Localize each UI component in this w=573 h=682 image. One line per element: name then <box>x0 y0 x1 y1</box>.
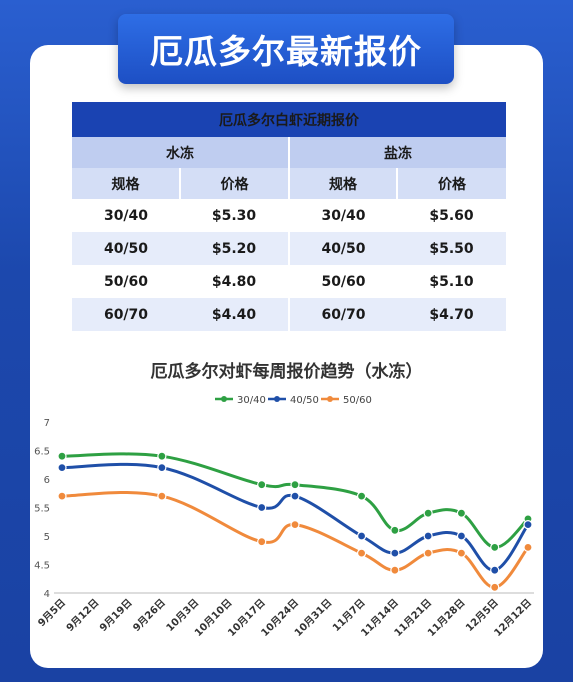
column-header-spec: 规格 <box>72 168 180 199</box>
table-cell: $4.80 <box>211 273 257 290</box>
data-point <box>490 542 500 552</box>
legend-label: 30/40 <box>237 395 266 406</box>
data-point <box>257 502 267 513</box>
data-point <box>490 565 500 575</box>
y-tick-label: 6.5 <box>34 447 50 458</box>
data-point <box>523 520 533 530</box>
data-point <box>456 548 467 558</box>
series-line <box>60 490 530 589</box>
table-cell: 60/70 <box>72 298 180 331</box>
table-cell: 60/70 <box>288 298 397 331</box>
table-cell: 30/40 <box>103 207 149 224</box>
legend-marker <box>274 396 280 402</box>
data-point <box>290 480 300 490</box>
table-cell: 30/40 <box>288 199 397 232</box>
y-tick-label: 4 <box>44 589 50 600</box>
table-row: 40/50 $5.20 40/50 $5.50 <box>72 232 506 265</box>
data-point <box>423 508 433 518</box>
data-point <box>157 451 167 461</box>
table-cell: 40/50 <box>72 232 180 265</box>
data-point <box>356 531 367 541</box>
data-point <box>390 525 400 535</box>
data-point <box>390 565 400 575</box>
data-point <box>356 491 367 501</box>
chart-title: 厄瓜多尔对虾每周报价趋势（水冻） <box>150 362 423 382</box>
table-cell: $4.40 <box>180 298 289 331</box>
price-trend-chart: 44.555.566.579月5日9月12日9月19日9月26日10月3日10月… <box>34 395 534 639</box>
data-point <box>356 548 367 558</box>
x-tick-label: 9月12日 <box>64 597 101 634</box>
table-cell: $5.20 <box>180 232 289 265</box>
table-row: 60/70 $4.40 60/70 $4.70 <box>72 298 506 331</box>
x-tick-label: 9月5日 <box>36 597 68 629</box>
data-point <box>57 491 67 501</box>
table-cell: 50/60 <box>103 273 149 290</box>
column-header-price: 价格 <box>396 168 506 199</box>
data-point <box>157 491 167 501</box>
y-tick-label: 5.5 <box>34 504 50 515</box>
data-point <box>290 491 300 501</box>
data-point <box>490 582 500 592</box>
table-cell: $4.70 <box>397 298 506 331</box>
table-cell: 50/60 <box>288 265 397 298</box>
legend-marker <box>221 396 227 402</box>
y-tick-label: 5 <box>44 532 50 543</box>
table-cell: 40/50 <box>288 232 397 265</box>
data-point <box>423 548 433 558</box>
data-point <box>523 542 533 552</box>
table-row: 50/60 $4.80 50/60 $5.10 <box>72 265 506 298</box>
table-cell: $5.60 <box>429 207 474 224</box>
data-point <box>456 531 467 541</box>
data-point <box>257 480 267 490</box>
data-point <box>456 508 467 518</box>
data-point <box>57 462 67 473</box>
legend-label: 40/50 <box>290 395 319 406</box>
legend-marker <box>327 396 333 402</box>
table-cell: $5.30 <box>211 207 257 224</box>
table-cell: $5.10 <box>429 273 474 290</box>
page-title: 厄瓜多尔最新报价 <box>150 32 422 71</box>
data-point <box>57 451 67 461</box>
data-point <box>390 548 400 558</box>
x-tick-label: 9月26日 <box>131 597 168 634</box>
y-tick-label: 4.5 <box>34 561 50 572</box>
group-header-frozen: 水冻 <box>72 137 289 168</box>
y-tick-label: 6 <box>44 475 50 486</box>
table-row: 30/40 $5.30 30/40 $5.60 <box>72 199 506 232</box>
legend-label: 50/60 <box>343 395 372 406</box>
title-banner: 厄瓜多尔最新报价 <box>118 14 454 84</box>
y-tick-label: 7 <box>44 418 50 429</box>
x-tick-label: 9月19日 <box>97 597 134 634</box>
data-point <box>257 537 267 547</box>
price-table: 厄瓜多尔白虾近期报价 水冻 盐冻 规格 价格 规格 价格 30/40 $5.30… <box>72 102 506 331</box>
data-point <box>423 531 433 541</box>
table-cell: $5.50 <box>397 232 506 265</box>
column-header-spec: 规格 <box>288 168 397 199</box>
data-point <box>157 462 167 473</box>
column-header-price: 价格 <box>179 168 289 199</box>
table-title: 厄瓜多尔白虾近期报价 <box>72 102 506 137</box>
data-point <box>290 520 300 530</box>
group-header-salt: 盐冻 <box>288 137 506 168</box>
